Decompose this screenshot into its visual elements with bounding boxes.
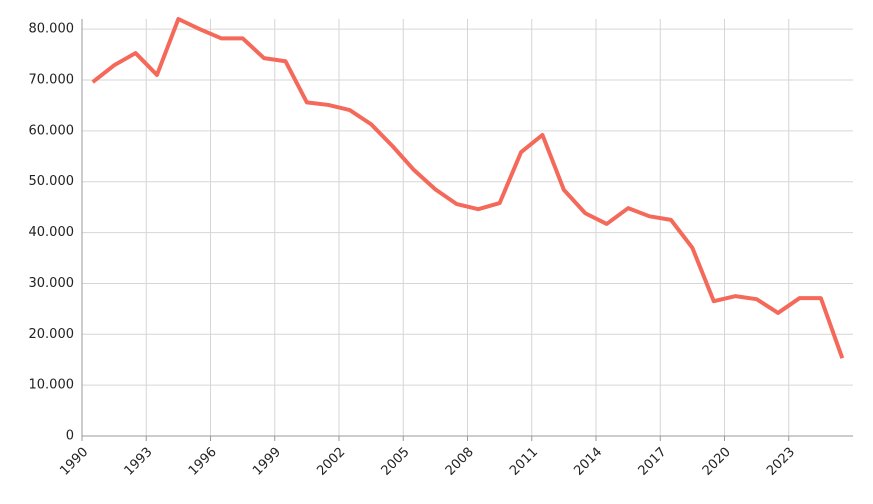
x-tick-label: 2005 [379,445,413,479]
x-tick-label: 1990 [57,445,91,479]
y-tick-label: 60.000 [29,123,75,138]
y-tick-label: 70.000 [29,73,75,88]
x-tick-label: 2011 [507,445,541,479]
x-tick-label: 2017 [636,445,670,479]
x-tick-label: 1999 [250,445,284,479]
y-tick-label: 30.000 [29,276,75,291]
x-tick-label: 2002 [314,445,348,479]
y-tick-label: 0 [66,429,74,444]
y-tick-label: 10.000 [29,378,75,393]
x-tick-label: 1993 [122,445,156,479]
x-tick-label: 2014 [571,445,605,479]
x-tick-label: 2023 [764,445,798,479]
x-tick-label: 1996 [186,445,220,479]
x-tick-label: 2008 [443,445,477,479]
x-tick-label: 2020 [700,445,734,479]
y-tick-label: 40.000 [29,225,75,240]
y-tick-label: 50.000 [29,174,75,189]
line [91,17,845,359]
y-tick-label: 20.000 [29,327,75,342]
y-tick-label: 80.000 [29,22,75,37]
